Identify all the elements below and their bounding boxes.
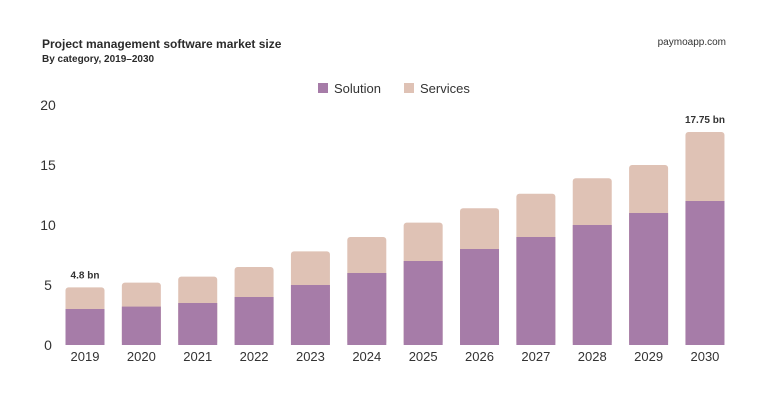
bar-solution	[685, 201, 725, 345]
legend-swatch-solution	[318, 83, 328, 93]
chart-title: Project management software market size	[42, 37, 282, 51]
x-tick-label: 2028	[578, 349, 607, 364]
x-tick-label: 2020	[127, 349, 156, 364]
bar-solution	[516, 237, 556, 345]
bar-solution	[629, 213, 669, 345]
x-tick-label: 2027	[521, 349, 550, 364]
x-tick-label: 2022	[240, 349, 269, 364]
bar-solution	[178, 303, 218, 345]
bar-solution	[121, 306, 161, 345]
y-tick-label: 15	[40, 157, 56, 173]
legend-label-solution: Solution	[334, 81, 381, 96]
bar-solution	[460, 249, 500, 345]
chart-subtitle: By category, 2019–2030	[42, 54, 155, 65]
x-tick-label: 2026	[465, 349, 494, 364]
y-tick-label: 0	[44, 337, 52, 353]
legend-label-services: Services	[420, 81, 470, 96]
data-label: 17.75 bn	[685, 115, 725, 126]
bar-solution	[347, 273, 387, 345]
x-tick-label: 2029	[634, 349, 663, 364]
x-tick-label: 2021	[183, 349, 212, 364]
y-tick-label: 5	[44, 277, 52, 293]
y-tick-label: 20	[40, 97, 56, 113]
x-tick-label: 2024	[352, 349, 381, 364]
bar-solution	[290, 285, 330, 345]
bar-solution	[234, 297, 274, 345]
data-label: 4.8 bn	[71, 270, 100, 281]
source-label: paymoapp.com	[657, 37, 726, 48]
legend-swatch-services	[404, 83, 414, 93]
bar-solution	[572, 225, 612, 345]
x-tick-label: 2023	[296, 349, 325, 364]
y-tick-label: 10	[40, 217, 56, 233]
bar-solution	[403, 261, 443, 345]
x-tick-label: 2030	[690, 349, 719, 364]
x-tick-label: 2025	[409, 349, 438, 364]
x-tick-label: 2019	[71, 349, 100, 364]
bar-solution	[65, 309, 105, 345]
